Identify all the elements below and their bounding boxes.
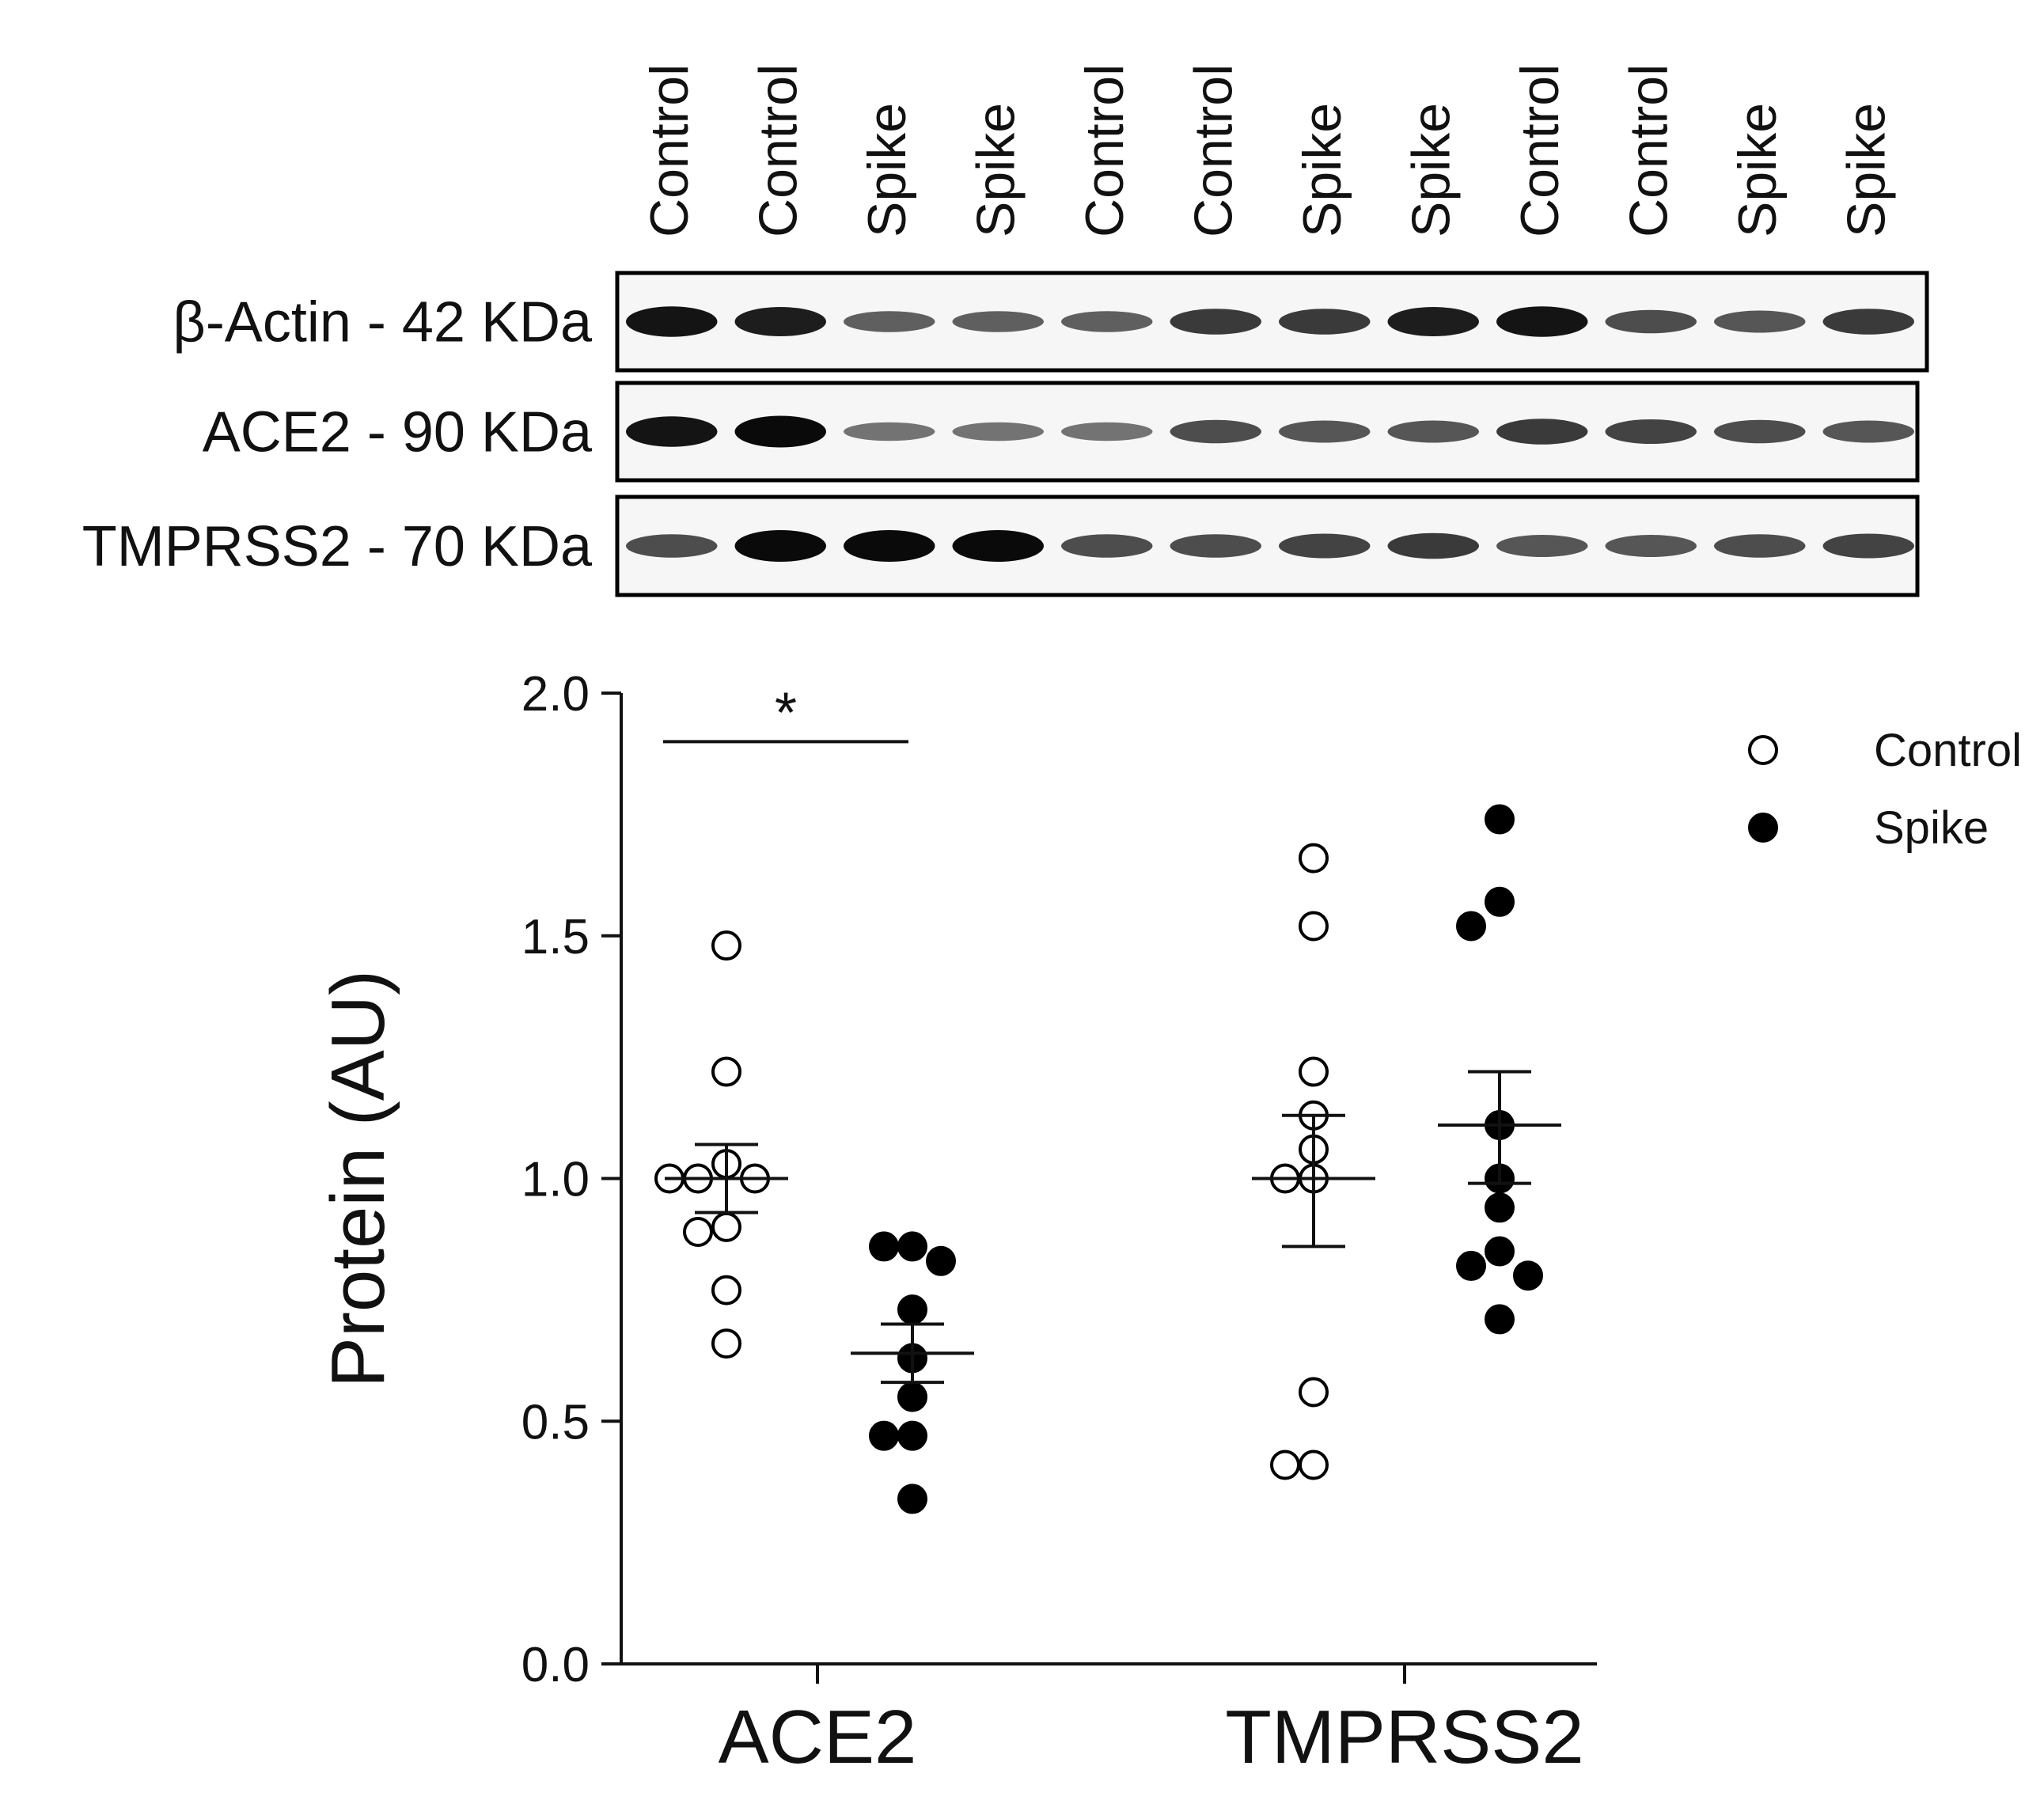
data-point-spike [897,1231,927,1262]
data-point-spike [897,1420,927,1451]
data-point-spike [1485,1236,1515,1267]
data-point-spike [1513,1260,1543,1291]
lane-label-2: Control [748,64,808,237]
data-point-control [1270,1449,1300,1480]
y-tick-label: 0.0 [521,1638,590,1692]
blot-band [1822,533,1914,559]
lane-label-8: Spike [1401,103,1461,237]
y-tick-label: 0.5 [521,1395,590,1449]
blot-band [1387,307,1479,336]
x-tick-label: ACE2 [719,1695,917,1779]
y-tick-label: 1.5 [521,910,590,964]
blot-band [1387,532,1479,559]
blot-band [1061,422,1153,441]
blot-band [1279,533,1371,559]
lane-label-4: Spike [965,103,1026,237]
data-point-spike [1456,1250,1486,1281]
blot-row-label: ACE2 - 90 KDa [203,401,593,464]
blot-band [1279,309,1371,335]
data-point-control [711,1211,741,1242]
blot-band [1170,419,1261,444]
data-point-spike [926,1245,956,1276]
data-point-control [711,930,741,961]
western-blot: Control Control Spike Spike Control Control Sp… [82,64,1929,597]
lane-label-6: Control [1183,64,1243,237]
data-point-control [711,1328,741,1359]
blot-band [1714,310,1806,333]
blot-band [844,530,935,562]
data-point-control [683,1216,713,1247]
blot-band [1496,535,1588,557]
lane-label-12: Spike [1836,103,1896,237]
dot-plot: 0.0 0.5 1.0 1.5 2.0 Protein (AU) ACE2 TMPRSS2 * [316,667,1597,1779]
blot-band [952,530,1044,562]
data-point-control [1299,1056,1329,1087]
blot-band [1605,309,1697,334]
blot-row-label: TMPRSS2 - 70 KDa [82,515,593,578]
blot-band [1387,420,1479,443]
blot-band [844,422,935,441]
blot-band [1170,309,1261,335]
blot-band [952,422,1044,441]
lane-label-1: Control [639,64,700,237]
data-point-spike [1456,911,1486,942]
blot-panel [615,271,1929,373]
data-point-spike [869,1231,899,1262]
data-point-control [1299,911,1329,942]
blot-band [626,416,718,447]
data-point-spike [1485,886,1515,917]
blot-band [1061,534,1153,558]
y-tick-label: 2.0 [521,667,590,722]
blot-band [1714,419,1806,444]
data-point-spike [897,1294,927,1325]
data-point-spike [1485,1192,1515,1223]
blot-band [1822,420,1914,443]
blot-band [952,311,1044,332]
blot-band [1605,419,1697,444]
lane-label-3: Spike [857,103,917,237]
data-point-spike [897,1381,927,1412]
legend-label-control: Control [1874,725,2022,776]
blot-band [1605,535,1697,557]
blot-band [844,311,935,332]
blot-band [734,530,826,562]
data-point-control [1299,1377,1329,1408]
blot-panel [615,495,1920,597]
data-point-spike [869,1420,899,1451]
lane-label-9: Control [1510,64,1570,237]
blot-band [1061,311,1153,332]
data-point-control [711,1275,741,1305]
legend-label-spike: Spike [1874,802,1989,854]
x-tick-label: TMPRSS2 [1225,1695,1583,1779]
legend-marker-control [1748,735,1778,765]
legend-marker-spike [1748,813,1778,843]
blot-band [626,306,718,337]
data-point-control [711,1056,741,1087]
blot-band [1714,534,1806,558]
lane-label-10: Control [1618,64,1678,237]
data-point-spike [1485,1304,1515,1335]
lane-label-5: Control [1075,64,1135,237]
blot-row-label: β-Actin - 42 KDa [173,291,593,354]
y-axis-title: Protein (AU) [316,970,400,1388]
legend: Control Spike [1748,725,2022,854]
data-point-control [1299,1449,1329,1480]
blot-band [1279,420,1371,443]
blot-band [734,307,826,336]
lane-label-11: Spike [1727,103,1788,237]
lane-label-7: Spike [1292,103,1352,237]
y-tick-label: 1.0 [521,1153,590,1207]
blot-band [1170,534,1261,558]
significance-marker: * [775,681,797,745]
data-point-spike [1485,804,1515,835]
blot-band [734,415,826,448]
blot-band [1822,309,1914,335]
data-point-spike [897,1484,927,1514]
blot-band [1496,419,1588,445]
blot-band [626,534,718,558]
data-point-control [1299,843,1329,873]
blot-panel [615,381,1920,483]
blot-band [1496,306,1588,337]
